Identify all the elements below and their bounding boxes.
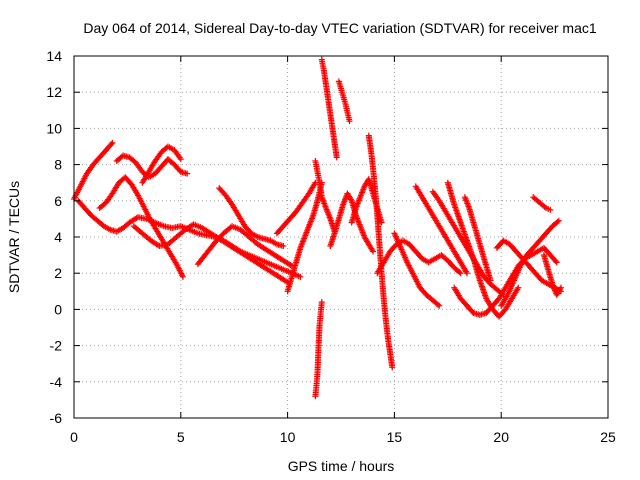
y-tick-label: 4 (54, 229, 62, 245)
data-point (297, 273, 304, 280)
data-point (370, 248, 377, 255)
y-tick-labels: -6 -4 -2 0 2 4 6 8 10 12 14 (46, 48, 62, 426)
data-points (71, 56, 565, 400)
y-tick-label: 14 (46, 48, 62, 64)
x-tick-label: 5 (177, 429, 185, 445)
data-point-fill (554, 218, 561, 225)
data-point-fill (434, 301, 441, 308)
data-point (555, 217, 562, 224)
y-tick-label: 2 (54, 265, 62, 281)
chart-title: Day 064 of 2014, Sidereal Day-to-day VTE… (83, 20, 596, 36)
data-point (558, 284, 565, 291)
data-point (515, 284, 522, 291)
x-tick-labels: 0 5 10 15 20 25 (70, 429, 616, 445)
data-point (333, 154, 340, 161)
y-tick-label: -6 (50, 410, 63, 426)
y-tick-label: 10 (46, 120, 62, 136)
x-tick-label: 20 (493, 429, 509, 445)
data-point (389, 364, 396, 371)
y-tick-label: 8 (54, 157, 62, 173)
data-point (378, 219, 385, 226)
axis-ticks (73, 55, 609, 419)
data-point-fill (108, 141, 115, 148)
data-point (436, 302, 443, 309)
data-point (184, 170, 191, 177)
data-point-fill (456, 269, 463, 276)
y-axis-label: SDTVAR / TECUs (6, 181, 22, 293)
data-point (487, 277, 494, 284)
data-point (280, 243, 287, 250)
grid-lines (74, 56, 608, 418)
y-tick-label: -4 (50, 374, 63, 390)
data-point (346, 118, 353, 125)
y-tick-label: 6 (54, 193, 62, 209)
data-point (553, 259, 560, 266)
data-point (179, 273, 186, 280)
x-tick-label: 25 (600, 429, 616, 445)
y-tick-label: 0 (54, 301, 62, 317)
x-tick-label: 0 (70, 429, 78, 445)
x-tick-label: 15 (387, 429, 403, 445)
y-tick-label: -2 (50, 338, 63, 354)
data-point (318, 299, 325, 306)
data-point (464, 270, 471, 277)
x-axis-label: GPS time / hours (288, 458, 395, 474)
data-point (457, 270, 464, 277)
data-point (547, 206, 554, 213)
data-point (177, 156, 184, 163)
y-tick-label: 12 (46, 84, 62, 100)
data-point-fill (552, 258, 559, 265)
data-point (109, 139, 116, 146)
x-tick-label: 10 (280, 429, 296, 445)
